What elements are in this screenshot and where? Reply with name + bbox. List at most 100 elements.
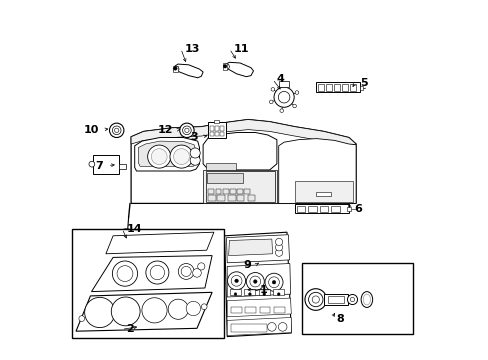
Circle shape xyxy=(253,280,257,283)
Bar xyxy=(319,206,328,212)
Circle shape xyxy=(184,128,189,132)
Circle shape xyxy=(349,297,354,302)
Circle shape xyxy=(231,275,242,286)
Circle shape xyxy=(151,149,167,165)
Circle shape xyxy=(275,249,282,256)
Bar xyxy=(207,122,226,138)
Polygon shape xyxy=(226,235,289,263)
Bar xyxy=(294,204,348,213)
Circle shape xyxy=(79,316,84,321)
Text: 10: 10 xyxy=(83,125,99,135)
Polygon shape xyxy=(91,256,212,292)
Circle shape xyxy=(201,304,206,310)
Circle shape xyxy=(263,293,265,296)
Circle shape xyxy=(311,296,319,303)
Circle shape xyxy=(264,273,283,291)
Circle shape xyxy=(305,289,326,310)
Circle shape xyxy=(182,126,191,135)
Bar xyxy=(93,155,119,174)
Bar xyxy=(278,81,289,87)
Circle shape xyxy=(277,293,280,296)
Circle shape xyxy=(190,155,200,165)
Circle shape xyxy=(84,297,115,328)
Bar xyxy=(317,84,324,91)
Bar xyxy=(219,126,223,131)
Circle shape xyxy=(249,276,260,287)
Bar xyxy=(237,189,243,194)
Circle shape xyxy=(234,279,238,283)
Text: 7: 7 xyxy=(96,161,103,171)
Bar xyxy=(119,164,126,169)
Polygon shape xyxy=(228,239,272,256)
Polygon shape xyxy=(203,132,276,170)
Bar xyxy=(72,229,223,338)
Polygon shape xyxy=(224,232,291,337)
Circle shape xyxy=(170,145,193,168)
Bar xyxy=(330,206,339,212)
Ellipse shape xyxy=(363,294,370,305)
Bar xyxy=(230,307,241,313)
Circle shape xyxy=(190,148,200,158)
Bar xyxy=(208,195,215,201)
Polygon shape xyxy=(227,264,290,297)
Bar xyxy=(259,307,270,313)
Circle shape xyxy=(173,66,179,72)
Circle shape xyxy=(192,269,201,277)
Bar xyxy=(359,86,363,90)
Circle shape xyxy=(186,301,200,316)
Bar xyxy=(223,63,227,70)
Ellipse shape xyxy=(118,229,134,239)
Circle shape xyxy=(269,100,272,104)
Polygon shape xyxy=(203,170,276,203)
Circle shape xyxy=(278,91,289,103)
Bar xyxy=(258,289,269,295)
Circle shape xyxy=(117,266,133,282)
Bar xyxy=(244,189,250,194)
Text: 1: 1 xyxy=(260,285,267,295)
Circle shape xyxy=(179,123,194,138)
Bar xyxy=(294,181,352,202)
Bar xyxy=(333,84,340,91)
Circle shape xyxy=(227,272,245,290)
Bar xyxy=(302,263,412,334)
Circle shape xyxy=(246,273,264,291)
Bar xyxy=(125,239,131,246)
Circle shape xyxy=(147,145,170,168)
Circle shape xyxy=(173,149,189,165)
Circle shape xyxy=(347,294,357,305)
Bar xyxy=(307,206,316,212)
Polygon shape xyxy=(138,141,196,166)
Bar xyxy=(324,294,347,305)
Bar xyxy=(219,132,223,136)
Bar xyxy=(217,195,224,201)
Polygon shape xyxy=(134,138,199,171)
Text: 8: 8 xyxy=(336,314,344,324)
Bar xyxy=(316,192,330,196)
Polygon shape xyxy=(131,120,355,146)
Bar xyxy=(341,84,347,91)
Circle shape xyxy=(223,64,226,68)
Circle shape xyxy=(223,64,229,69)
Bar xyxy=(208,189,214,194)
Bar xyxy=(273,307,284,313)
Circle shape xyxy=(278,323,286,331)
Bar xyxy=(214,132,218,136)
Text: 9: 9 xyxy=(244,260,251,270)
Circle shape xyxy=(114,128,119,132)
Bar xyxy=(230,189,235,194)
Text: 14: 14 xyxy=(126,224,142,234)
Ellipse shape xyxy=(121,231,131,237)
Circle shape xyxy=(178,264,194,279)
Text: 11: 11 xyxy=(233,44,249,54)
Circle shape xyxy=(267,323,276,331)
Bar xyxy=(346,207,351,211)
Text: 13: 13 xyxy=(185,44,200,54)
Ellipse shape xyxy=(361,292,372,307)
Circle shape xyxy=(181,266,191,276)
Bar xyxy=(205,171,274,202)
Bar xyxy=(230,289,241,295)
Bar xyxy=(209,126,213,131)
Text: 5: 5 xyxy=(359,78,366,88)
Circle shape xyxy=(284,82,288,86)
Circle shape xyxy=(272,280,275,284)
